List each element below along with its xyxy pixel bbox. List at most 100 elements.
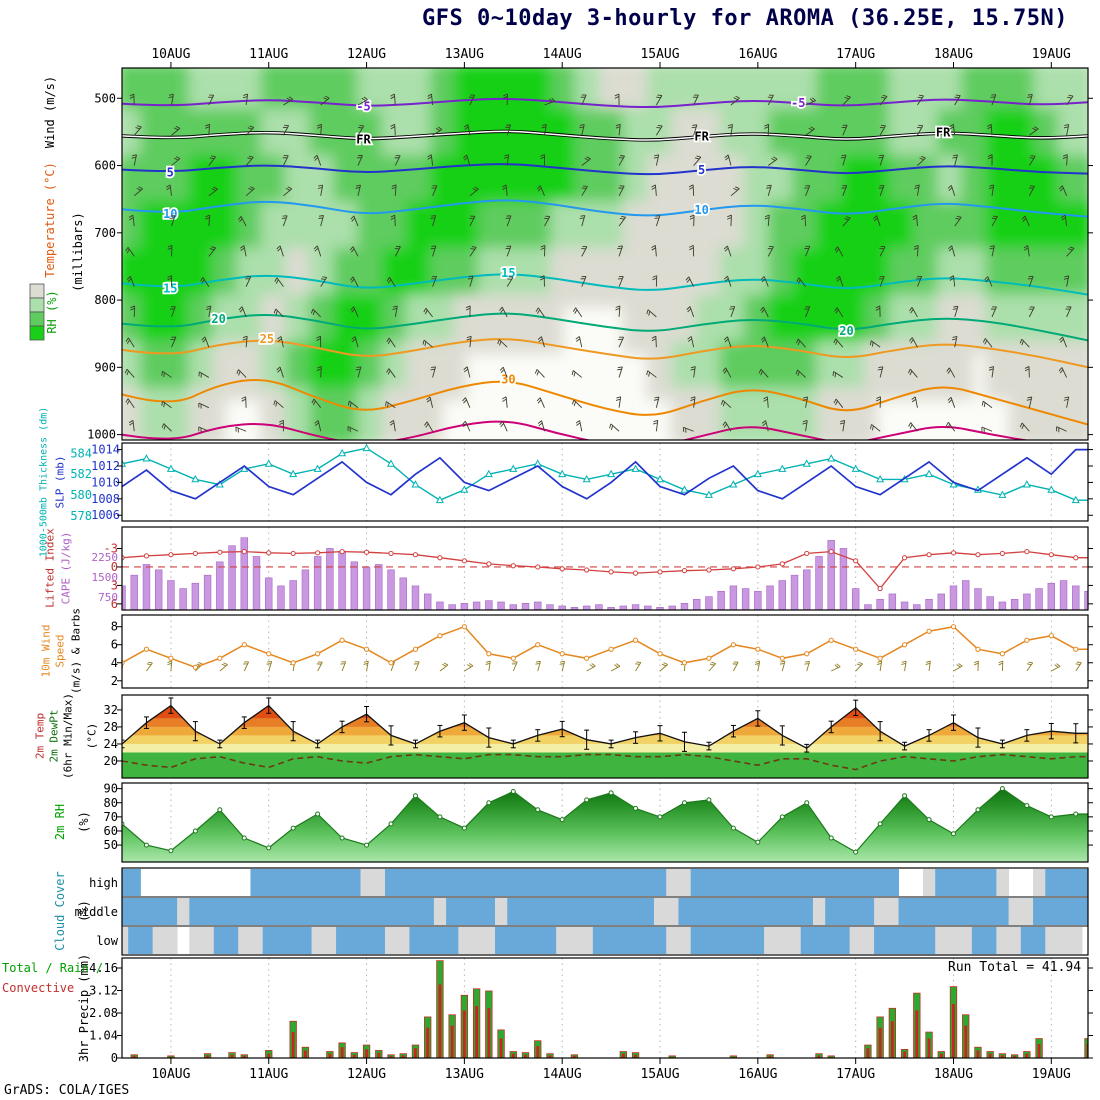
- grads-credit: GrADS: COLA/IGES: [4, 1083, 130, 1098]
- tick-label: 24: [104, 737, 118, 751]
- x-axis-day-label-bottom: 10AUG: [151, 1067, 190, 1082]
- contour-label-30: 30: [501, 372, 515, 386]
- contour-label-20: 20: [211, 312, 225, 326]
- tick-label: -3: [104, 542, 118, 556]
- tick-label: 2.08: [89, 1006, 118, 1020]
- panel-upper-air: -5 -5 FR FR FR 5 5 10 10 15 15 20 20 25 30: [122, 68, 1088, 440]
- tick-label: 80: [104, 796, 118, 810]
- contour-label-20: 20: [839, 324, 853, 338]
- cloud-row-label-low: low: [96, 934, 118, 948]
- axis-label-cloud-cover: Cloud Cover: [53, 871, 67, 951]
- axis-label-wind10m-units: (m/s) & Barbs: [69, 607, 83, 695]
- contour-label-FR: FR: [936, 126, 951, 140]
- x-axis-day-label-top: 16AUG: [738, 47, 777, 62]
- tick-label: 8: [111, 620, 118, 634]
- panel-slp-thickness: [122, 443, 1088, 521]
- contour-label-15: 15: [163, 282, 177, 296]
- tick-label: 582: [70, 467, 92, 481]
- contour-30: [122, 378, 1088, 426]
- contour-35: [122, 420, 1031, 440]
- x-axis-day-label-bottom: 19AUG: [1032, 1067, 1071, 1082]
- tick-label: 28: [104, 720, 118, 734]
- axis-label-minmax: (6hr Min/Max): [61, 692, 75, 780]
- contour-10: [122, 199, 1088, 218]
- contour-20: [122, 312, 1088, 342]
- cloud-row-label-middle: middle: [75, 905, 118, 919]
- tick-label: 3: [111, 578, 118, 592]
- wind10m-line: [122, 625, 1088, 669]
- axis-label-wind10m-line2: Speed: [53, 634, 67, 668]
- axis-label-cape: CAPE (J/kg): [59, 531, 73, 605]
- contour--5: [122, 97, 1088, 109]
- tick-label: 2: [111, 674, 118, 688]
- tick-label: 700: [94, 226, 116, 240]
- axis-label-precip-total-rain: Total / Rain /: [2, 961, 104, 975]
- tick-label: 900: [94, 360, 116, 374]
- rh2m-area: [122, 788, 1088, 862]
- contour-label-5: 5: [698, 163, 705, 177]
- contour-label--5: -5: [791, 96, 805, 110]
- wind-barbs-upper: [124, 93, 1075, 433]
- contour-freezing-inner: [122, 130, 1088, 141]
- contour-15: [122, 273, 1088, 296]
- rh-colorbar-swatch: [29, 325, 45, 341]
- rh-colorbar-swatch: [29, 311, 45, 327]
- x-axis-day-label-bottom: 13AUG: [445, 1067, 484, 1082]
- x-axis-day-label-top: 14AUG: [543, 47, 582, 62]
- x-axis-day-label-bottom: 17AUG: [836, 1067, 875, 1082]
- axis-label-temperature-units: Temperature (°C): [43, 162, 57, 278]
- tick-label: 750: [98, 591, 118, 604]
- tick-label: 1010: [91, 475, 120, 489]
- panel-border: [121, 694, 1089, 779]
- panel-border: [121, 526, 1089, 611]
- tick-label: 800: [94, 293, 116, 307]
- tick-label: 580: [70, 488, 92, 502]
- rh-colorbar-swatch: [29, 297, 45, 313]
- axis-label-rh-units: RH (%): [45, 290, 59, 334]
- x-axis-day-label-top: 10AUG: [151, 47, 190, 62]
- axis-label-temp2m: 2m Temp: [33, 712, 47, 760]
- axis-label-dewpt2m: 2m DewPt: [47, 709, 61, 763]
- axis-label-cloud-units: (%): [77, 900, 91, 922]
- panel-rh2m: [122, 783, 1088, 862]
- dewpoint-line: [122, 753, 1088, 771]
- axis-label-slp: SLP (mb): [53, 455, 67, 509]
- tick-label: 1000: [87, 428, 116, 442]
- axis-label-rh2m: 2m RH: [53, 803, 67, 841]
- x-axis-day-label-bottom: 11AUG: [249, 1067, 288, 1082]
- tick-label: 60: [104, 824, 118, 838]
- panel-border: [121, 614, 1089, 689]
- panel-cape-li: [122, 527, 1088, 610]
- tick-label: 584: [70, 446, 92, 460]
- tick-label: 1500: [92, 571, 119, 584]
- tick-label: 1008: [91, 492, 120, 506]
- tick-label: 2250: [92, 551, 119, 564]
- tick-label: 3.12: [89, 983, 118, 997]
- contour-label-10: 10: [163, 207, 177, 221]
- axis-label-wind-units: Wind (m/s): [43, 75, 57, 149]
- x-axis-day-label-top: 18AUG: [934, 47, 973, 62]
- tick-label: 1.04: [89, 1028, 118, 1042]
- tick-label: 4.16: [89, 961, 118, 975]
- panel-border: [121, 867, 1089, 956]
- tick-label: 0: [111, 1051, 118, 1065]
- tick-label: 6: [111, 638, 118, 652]
- x-axis-day-label-bottom: 14AUG: [543, 1067, 582, 1082]
- x-axis-day-label-top: 15AUG: [640, 47, 679, 62]
- contour-label--5: -5: [356, 99, 370, 113]
- temp2m-line: [122, 704, 1088, 749]
- panel-cloud-cover: [122, 869, 1088, 954]
- tick-label: 1006: [91, 508, 120, 522]
- x-axis-day-label-top: 13AUG: [445, 47, 484, 62]
- x-axis-day-label-top: 12AUG: [347, 47, 386, 62]
- temp-band-fill: [122, 705, 1088, 778]
- page-title: GFS 0~10day 3-hourly for AROMA (36.25E, …: [421, 6, 1069, 31]
- x-axis-day-label-bottom: 18AUG: [934, 1067, 973, 1082]
- run-total-label: Run Total = 41.94: [948, 960, 1082, 975]
- x-axis-day-label-top: 17AUG: [836, 47, 875, 62]
- panel-wind10m: [122, 615, 1088, 688]
- axis-label-degrees-c: (°C): [85, 722, 99, 750]
- panel-precip: [130, 958, 1088, 1058]
